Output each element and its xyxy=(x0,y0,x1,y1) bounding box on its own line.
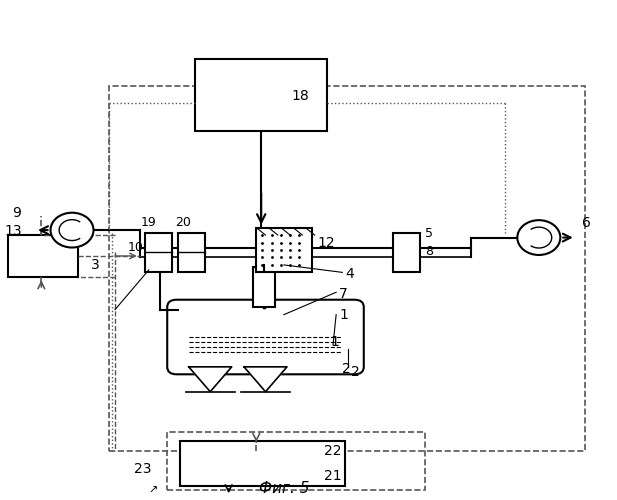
FancyBboxPatch shape xyxy=(180,442,346,486)
Text: 23: 23 xyxy=(135,462,152,476)
Circle shape xyxy=(51,212,94,248)
Polygon shape xyxy=(244,367,287,392)
Text: 21: 21 xyxy=(324,469,341,483)
Text: 8: 8 xyxy=(425,246,433,258)
Text: 3: 3 xyxy=(91,258,100,272)
Text: 12: 12 xyxy=(318,236,335,250)
FancyBboxPatch shape xyxy=(195,58,327,130)
Text: 1: 1 xyxy=(330,335,339,349)
FancyBboxPatch shape xyxy=(167,300,364,374)
Text: 18: 18 xyxy=(291,89,309,103)
Circle shape xyxy=(517,220,560,255)
Polygon shape xyxy=(189,367,232,392)
FancyBboxPatch shape xyxy=(253,268,275,307)
Text: 20: 20 xyxy=(175,216,191,229)
Bar xyxy=(167,432,425,490)
Text: 10: 10 xyxy=(127,241,143,254)
Text: 5: 5 xyxy=(425,226,433,239)
Text: 1: 1 xyxy=(339,308,348,322)
Text: 22: 22 xyxy=(324,444,341,458)
FancyBboxPatch shape xyxy=(256,228,312,272)
Text: ↗: ↗ xyxy=(149,486,158,496)
Text: 7: 7 xyxy=(339,287,348,301)
Text: 2: 2 xyxy=(342,362,351,376)
Text: 19: 19 xyxy=(141,216,157,229)
Text: 9: 9 xyxy=(12,206,21,220)
Text: 4: 4 xyxy=(346,267,354,281)
Bar xyxy=(109,86,585,452)
Text: 2: 2 xyxy=(352,365,360,379)
FancyBboxPatch shape xyxy=(393,232,420,272)
FancyBboxPatch shape xyxy=(144,232,172,272)
FancyBboxPatch shape xyxy=(178,232,205,272)
Text: 13: 13 xyxy=(4,224,22,238)
Text: 6: 6 xyxy=(582,216,590,230)
FancyBboxPatch shape xyxy=(7,235,78,278)
Text: Фиг. 5: Фиг. 5 xyxy=(259,481,309,496)
